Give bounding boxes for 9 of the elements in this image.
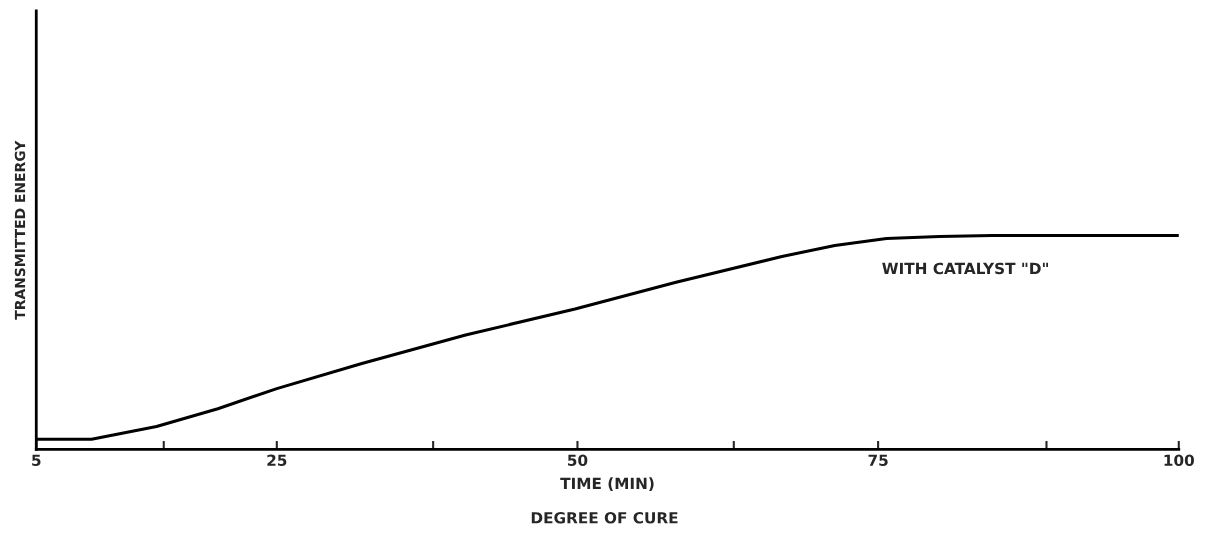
annotation: WITH CATALYST "D"	[882, 262, 1048, 275]
x-tick-label: 75	[868, 454, 888, 467]
text: DEGREE OF CURE	[531, 512, 678, 524]
x-axis-title: TIME (MIN)	[560, 477, 654, 491]
x-tick-label: 50	[568, 454, 588, 467]
x-tick-label: 100	[1164, 454, 1194, 467]
x-tick-label: 5	[32, 454, 41, 467]
y-axis-title: TRANSMITTED ENERGY	[14, 140, 26, 320]
x-tick-label: 25	[267, 454, 287, 467]
